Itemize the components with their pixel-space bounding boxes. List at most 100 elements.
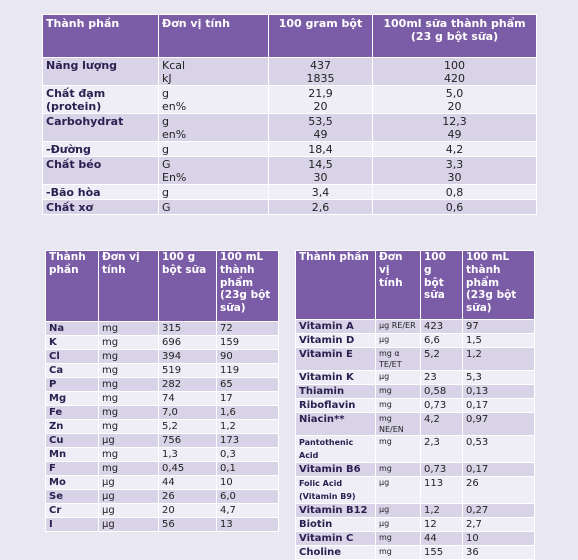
- cell: mg: [98, 391, 159, 406]
- header-row: Thành phần Đơn vị tính 100 g bột sữa 100 mL…: [295, 250, 535, 320]
- table-row: Folic Acid (Vitamin B9) µg 113 26: [295, 476, 535, 504]
- row-label: Biotin: [295, 517, 376, 532]
- table-row: Carbohydrat g en% 53,5 49 12,3 49: [42, 113, 537, 142]
- cell: 1,3: [158, 447, 217, 462]
- row-label: Ca: [45, 363, 99, 378]
- cell: 90: [216, 349, 279, 364]
- row-label: Năng lượng: [42, 57, 159, 86]
- cell: 423: [420, 319, 463, 334]
- cell: 173: [216, 433, 279, 448]
- cell: µg: [98, 475, 159, 490]
- cell: 4,2: [420, 412, 463, 436]
- row-label: Vitamin C: [295, 531, 376, 546]
- cell: 0,1: [216, 461, 279, 476]
- table-head: Thành phần Đơn vị tính 100 g bột sữa 100 mL…: [45, 250, 279, 322]
- cell: 5,0 20: [372, 85, 537, 114]
- cell: mg: [98, 461, 159, 476]
- cell: µg: [375, 370, 421, 385]
- header-cell: Đơn vị tính: [375, 250, 421, 320]
- cell: G En%: [158, 156, 269, 185]
- cell: 0,27: [462, 503, 535, 518]
- cell: µg: [98, 489, 159, 504]
- row-label: Vitamin K: [295, 370, 376, 385]
- cell: 44: [420, 531, 463, 546]
- row-label: -Đường: [42, 141, 159, 157]
- cell: µg: [375, 476, 421, 504]
- header-cell: 100 gram bột: [268, 14, 373, 58]
- row-label: Cu: [45, 433, 99, 448]
- row-label: Na: [45, 321, 99, 336]
- cell: 0,13: [462, 384, 535, 399]
- nutrition-table: Thành phần Đơn vị tính 100 g bột sữa 100 mL…: [45, 250, 279, 532]
- table-head: Thành phần Đơn vị tính 100 g bột sữa 100 mL…: [295, 250, 535, 320]
- cell: mg: [375, 384, 421, 399]
- table-row: Mo µg 44 10: [45, 475, 279, 490]
- row-label: Pantothenic Acid: [295, 435, 376, 463]
- cell: 12,3 49: [372, 113, 537, 142]
- cell: mg: [98, 419, 159, 434]
- cell: 0,53: [462, 435, 535, 463]
- nutrition-table: Thành phần Đơn vị tính 100 g bột sữa 100 mL…: [295, 250, 535, 560]
- table-row: Thiamin mg 0,58 0,13: [295, 384, 535, 399]
- cell: g en%: [158, 113, 269, 142]
- cell: 65: [216, 377, 279, 392]
- cell: 0,17: [462, 398, 535, 413]
- cell: g: [158, 141, 269, 157]
- cell: 0,17: [462, 462, 535, 477]
- cell: 44: [158, 475, 217, 490]
- cell: 53,5 49: [268, 113, 373, 142]
- cell: 394: [158, 349, 217, 364]
- cell: µg: [98, 503, 159, 518]
- header-cell: 100ml sữa thành phẩm (23 g bột sữa): [372, 14, 537, 58]
- header-cell: Thành phần: [45, 250, 99, 322]
- row-label: Carbohydrat: [42, 113, 159, 142]
- cell: mg NE/EN: [375, 412, 421, 436]
- cell: mg: [375, 435, 421, 463]
- cell: µg: [375, 333, 421, 348]
- row-label: Chất béo: [42, 156, 159, 185]
- cell: 18,4: [268, 141, 373, 157]
- row-label: Chất đạm (protein): [42, 85, 159, 114]
- cell: 5,2: [158, 419, 217, 434]
- cell: 5,3: [462, 370, 535, 385]
- cell: mg: [98, 349, 159, 364]
- row-label: Mo: [45, 475, 99, 490]
- table-row: Cl mg 394 90: [45, 349, 279, 364]
- table-row: -Đường g 18,4 4,2: [42, 141, 537, 157]
- cell: mg: [375, 462, 421, 477]
- cell: 1,2: [420, 503, 463, 518]
- table-row: Chất xơ G 2,6 0,6: [42, 199, 537, 215]
- table-row: Zn mg 5,2 1,2: [45, 419, 279, 434]
- cell: 6,6: [420, 333, 463, 348]
- row-label: K: [45, 335, 99, 350]
- cell: 10: [462, 531, 535, 546]
- cell: 1,5: [462, 333, 535, 348]
- cell: 72: [216, 321, 279, 336]
- cell: 437 1835: [268, 57, 373, 86]
- cell: µg RE/ER: [375, 319, 421, 334]
- row-label: Thiamin: [295, 384, 376, 399]
- cell: 0,73: [420, 398, 463, 413]
- cell: 17: [216, 391, 279, 406]
- table-row: Mn mg 1,3 0,3: [45, 447, 279, 462]
- cell: 0,58: [420, 384, 463, 399]
- cell: 0,8: [372, 184, 537, 200]
- cell: mg: [98, 377, 159, 392]
- cell: 0,3: [216, 447, 279, 462]
- cell: µg: [98, 517, 159, 532]
- cell: 100 420: [372, 57, 537, 86]
- cell: 5,2: [420, 347, 463, 371]
- cell: 1,6: [216, 405, 279, 420]
- cell: 20: [158, 503, 217, 518]
- table-row: Ca mg 519 119: [45, 363, 279, 378]
- cell: g: [158, 184, 269, 200]
- row-label: Vitamin E: [295, 347, 376, 371]
- cell: 14,5 30: [268, 156, 373, 185]
- cell: g en%: [158, 85, 269, 114]
